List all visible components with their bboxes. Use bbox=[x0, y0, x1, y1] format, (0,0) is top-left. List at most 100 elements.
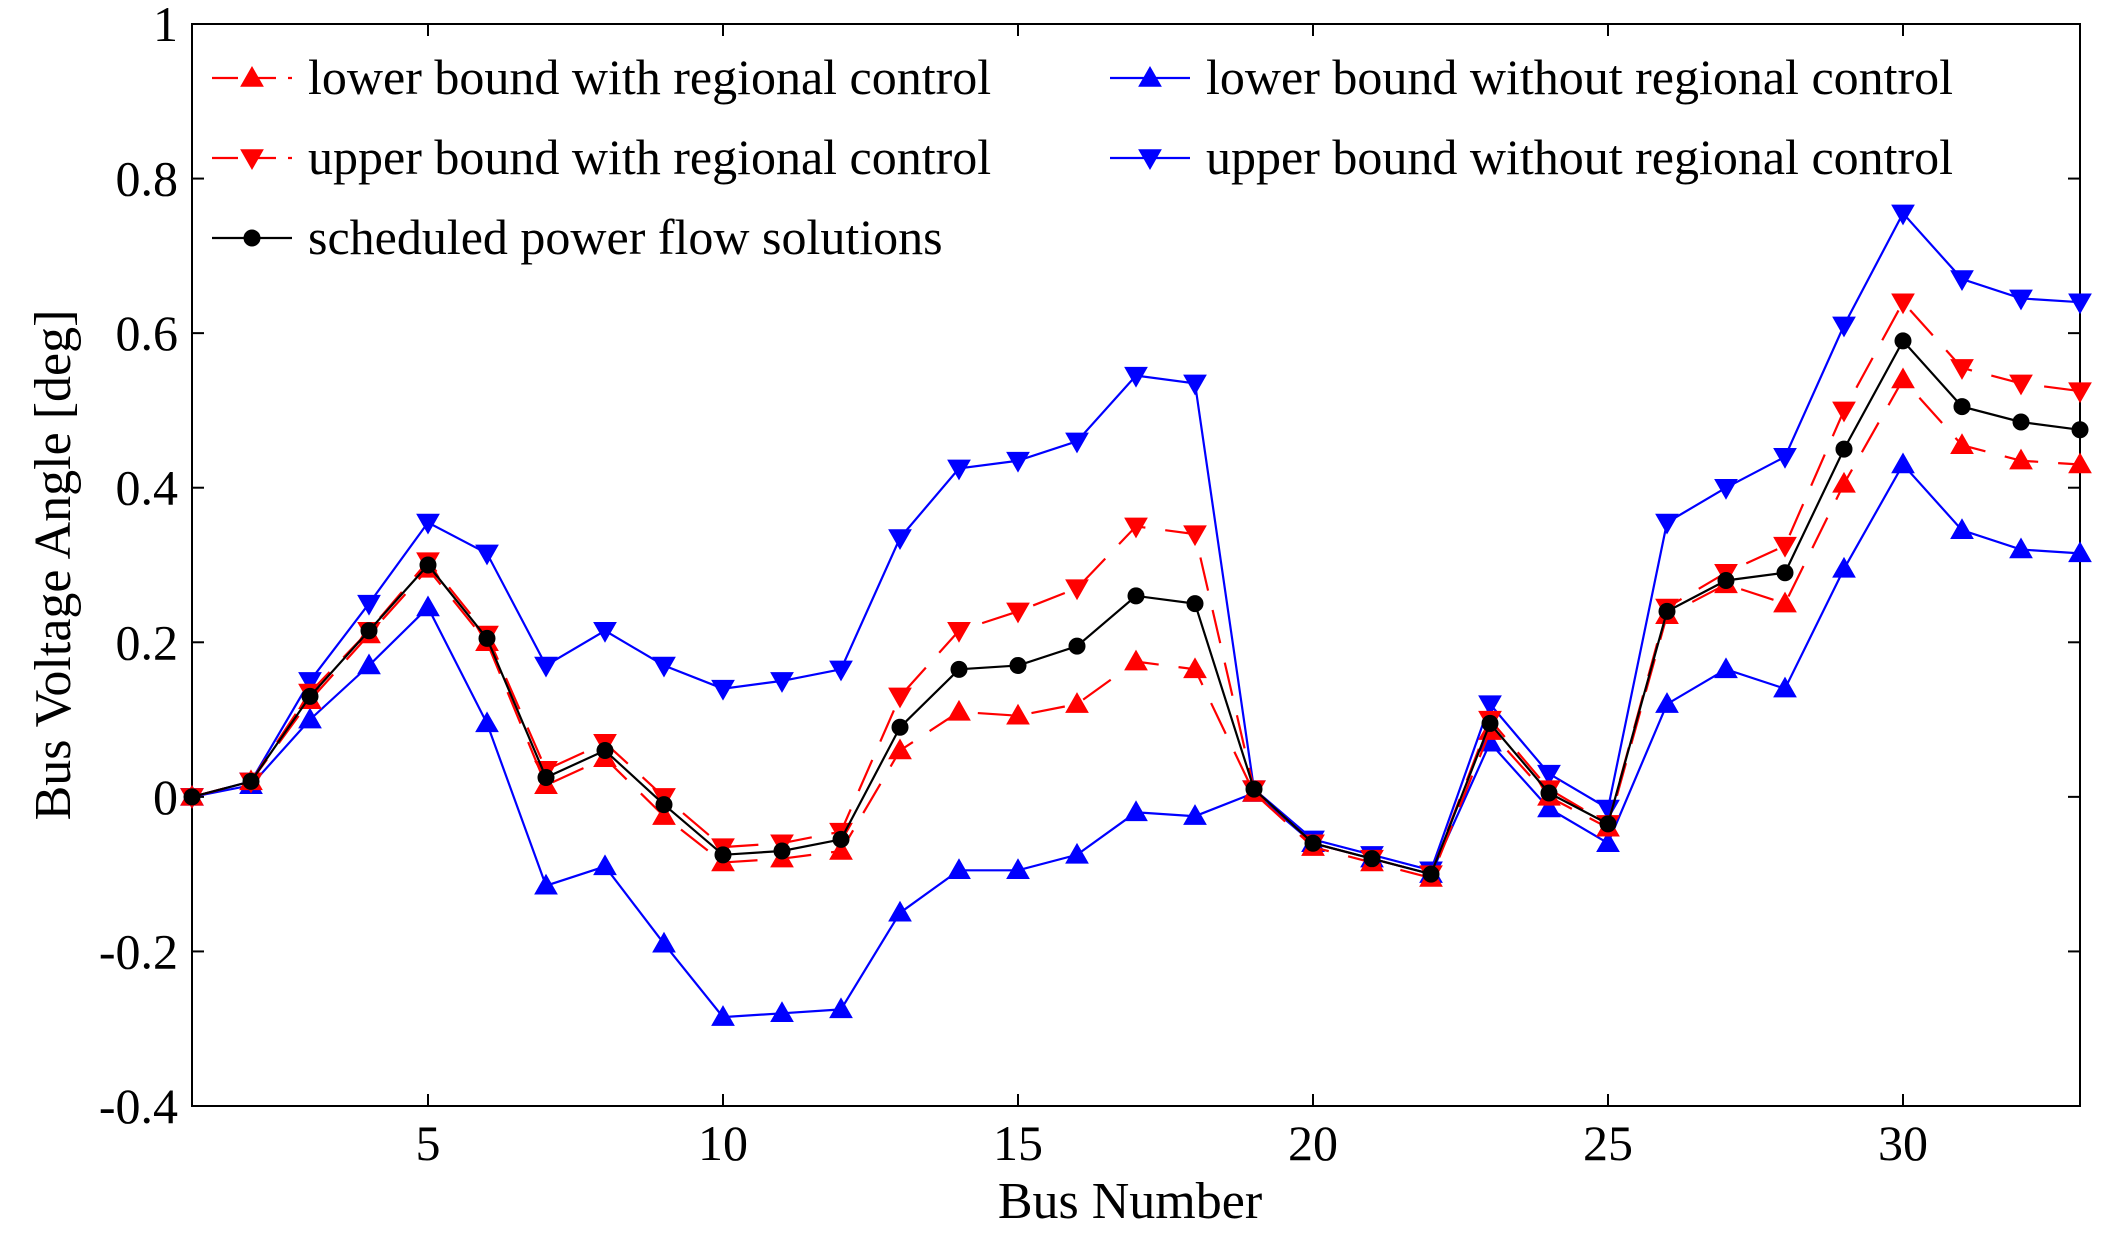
data-point bbox=[652, 804, 676, 825]
data-point bbox=[829, 660, 853, 682]
x-tick-label: 20 bbox=[1288, 1115, 1338, 1171]
legend: lower bound with regional control lower b… bbox=[212, 49, 1953, 265]
data-point bbox=[652, 656, 676, 678]
data-point bbox=[2068, 382, 2092, 404]
y-tick-label: 0 bbox=[153, 769, 178, 825]
data-point bbox=[2009, 448, 2033, 470]
data-point bbox=[832, 830, 850, 848]
data-point bbox=[1127, 587, 1145, 605]
data-point bbox=[1006, 703, 1030, 725]
data-point bbox=[1124, 366, 1148, 388]
x-tick-label: 25 bbox=[1583, 1115, 1633, 1171]
data-point bbox=[950, 660, 968, 678]
data-point bbox=[1183, 374, 1207, 396]
data-point bbox=[1006, 451, 1030, 473]
data-point bbox=[1065, 432, 1089, 454]
x-tick-label: 30 bbox=[1878, 1115, 1928, 1171]
data-point bbox=[1245, 780, 1263, 798]
data-point bbox=[298, 672, 322, 693]
legend-item-upper-bound-with-regional-control: upper bound with regional control bbox=[212, 129, 991, 185]
legend-item-lower-bound-without-regional-control: lower bound without regional control bbox=[1110, 49, 1953, 105]
data-point bbox=[947, 858, 971, 880]
data-point bbox=[1953, 398, 1971, 416]
data-point bbox=[2068, 541, 2092, 563]
data-point bbox=[360, 622, 378, 640]
data-point bbox=[534, 656, 558, 678]
y-axis-label: Bus Voltage Angle [deg] bbox=[25, 310, 82, 821]
data-point bbox=[829, 838, 853, 860]
data-point bbox=[357, 653, 381, 675]
data-point bbox=[947, 699, 971, 721]
data-point bbox=[419, 556, 437, 574]
data-point bbox=[888, 738, 912, 760]
data-point bbox=[655, 796, 673, 814]
data-point bbox=[1655, 513, 1679, 535]
data-point bbox=[537, 769, 555, 787]
data-point bbox=[1950, 518, 1974, 539]
data-point bbox=[1065, 692, 1089, 713]
series-scheduled-power-flow-solutions bbox=[183, 332, 2089, 883]
data-point bbox=[1891, 204, 1915, 226]
data-point bbox=[183, 788, 201, 806]
x-axis-ticks: 5 10 15 20 25 30 bbox=[416, 24, 1928, 1171]
legend-label: upper bound with regional control bbox=[308, 129, 991, 185]
legend-label: lower bound with regional control bbox=[308, 49, 991, 105]
data-point bbox=[475, 544, 499, 566]
data-point bbox=[2071, 421, 2089, 439]
data-point bbox=[888, 529, 912, 550]
data-point bbox=[714, 846, 732, 864]
data-point bbox=[1891, 367, 1915, 389]
data-point bbox=[1540, 784, 1558, 802]
data-point bbox=[2068, 293, 2092, 315]
y-tick-label: -0.4 bbox=[99, 1078, 178, 1134]
data-point bbox=[1006, 602, 1030, 624]
data-point bbox=[1658, 602, 1676, 620]
data-point bbox=[1537, 796, 1561, 818]
data-point bbox=[478, 629, 496, 647]
legend-marker bbox=[240, 65, 264, 87]
data-point bbox=[1773, 536, 1797, 558]
data-point bbox=[593, 621, 617, 643]
data-point bbox=[891, 718, 909, 736]
data-point bbox=[1065, 842, 1089, 864]
data-point bbox=[1832, 556, 1856, 578]
y-tick-label: -0.2 bbox=[99, 923, 178, 979]
data-point bbox=[652, 931, 676, 953]
data-point bbox=[1714, 657, 1738, 679]
data-point bbox=[1717, 571, 1735, 589]
data-point bbox=[1006, 858, 1030, 880]
data-point bbox=[1481, 714, 1499, 732]
series-layer bbox=[180, 204, 2092, 1026]
y-tick-label: 0.4 bbox=[116, 460, 179, 516]
data-point bbox=[711, 1005, 735, 1026]
data-point bbox=[298, 707, 322, 729]
data-point bbox=[1478, 695, 1502, 717]
data-point bbox=[1776, 564, 1794, 582]
data-point bbox=[242, 772, 260, 790]
data-point bbox=[416, 595, 440, 617]
data-point bbox=[1183, 657, 1207, 679]
data-point bbox=[596, 741, 614, 759]
legend-item-scheduled-power-flow-solutions: scheduled power flow solutions bbox=[212, 209, 943, 265]
data-point bbox=[1124, 649, 1148, 671]
data-point bbox=[1950, 359, 1974, 380]
legend-label: scheduled power flow solutions bbox=[308, 209, 943, 265]
data-point bbox=[534, 873, 558, 895]
data-point bbox=[593, 854, 617, 876]
data-point bbox=[1065, 579, 1089, 601]
data-point bbox=[829, 997, 853, 1019]
data-point bbox=[416, 513, 440, 535]
x-axis-label: Bus Number bbox=[998, 1173, 1262, 1230]
data-point bbox=[1891, 293, 1915, 315]
data-point bbox=[1183, 804, 1207, 825]
legend-marker bbox=[1138, 149, 1162, 171]
x-tick-label: 5 bbox=[416, 1115, 441, 1171]
x-tick-label: 15 bbox=[993, 1115, 1043, 1171]
data-point bbox=[1068, 637, 1086, 655]
data-point bbox=[475, 711, 499, 733]
data-point bbox=[1422, 865, 1440, 883]
data-point bbox=[947, 459, 971, 481]
y-tick-label: 0.6 bbox=[116, 305, 179, 361]
